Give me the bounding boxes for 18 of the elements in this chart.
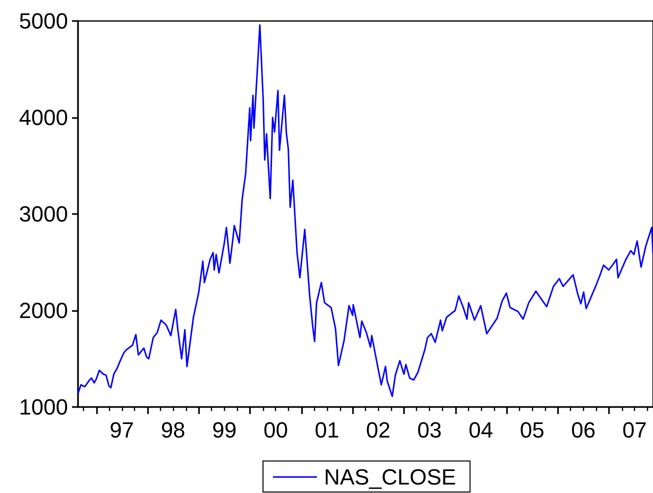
x-tick-label: 05 <box>520 418 544 442</box>
y-tick-label: 2000 <box>19 298 68 323</box>
x-tick-label: 00 <box>263 418 288 442</box>
y-tick-label: 5000 <box>19 8 68 34</box>
x-tick-label: 99 <box>212 418 237 442</box>
x-tick-label: 02 <box>366 418 390 442</box>
y-tick-label: 4000 <box>19 105 68 130</box>
line-series <box>77 24 653 398</box>
x-tick-label: 97 <box>110 418 134 442</box>
x-tick-label: 07 <box>622 418 647 442</box>
y-tick-label: 1000 <box>19 394 68 420</box>
x-tick-label: 04 <box>468 418 494 442</box>
legend-label: NAS_CLOSE <box>324 464 456 490</box>
y-tick-label: 3000 <box>19 202 68 226</box>
x-tick-label: 98 <box>160 418 186 442</box>
x-tick-label: 06 <box>571 418 596 442</box>
x-tick-label: 01 <box>314 418 340 442</box>
x-tick-label: 03 <box>417 418 442 442</box>
